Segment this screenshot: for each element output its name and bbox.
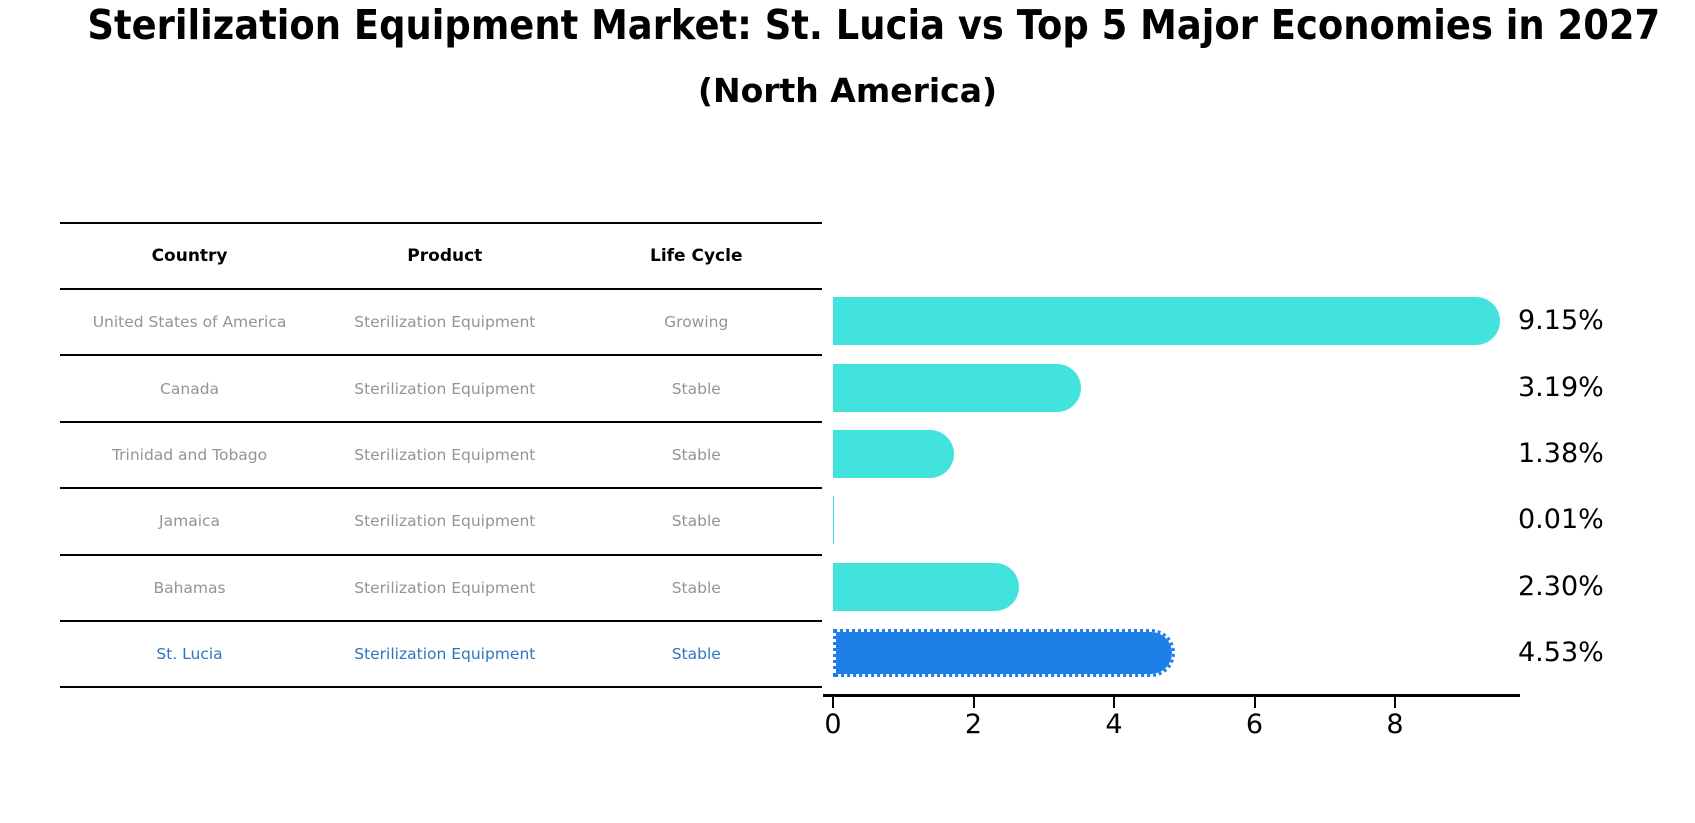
cell-country: Canada <box>160 379 220 398</box>
x-axis-tick-label-4: 4 <box>1105 709 1123 740</box>
cell-life_cycle: Stable <box>671 379 721 398</box>
cell-life_cycle: Stable <box>671 445 721 464</box>
x-axis-tick-label-2: 2 <box>964 709 983 740</box>
column-header-country: Country <box>151 246 228 266</box>
chart-subtitle-wrap: (North America) <box>0 70 1695 112</box>
bar-united-states-of-america <box>833 297 1500 346</box>
cell-product: Sterilization Equipment <box>354 578 536 597</box>
cell-product: Sterilization Equipment <box>354 379 536 398</box>
value-label-bahamas: 2.30% <box>1518 570 1604 602</box>
table-row-trinidad-and-tobago: Trinidad and Tobago Sterilization Equipme… <box>60 423 822 490</box>
cell-life_cycle: Growing <box>664 313 729 332</box>
cell-country: Jamaica <box>159 512 221 531</box>
cell-life_cycle: Stable <box>671 645 721 664</box>
country-table: Country Product Life Cycle United States of… <box>60 222 822 689</box>
x-axis-tick-4 <box>1113 697 1115 708</box>
x-axis-tick-2 <box>972 697 975 708</box>
cell-product: Sterilization Equipment <box>354 313 536 332</box>
table-row-bahamas: Bahamas Sterilization Equipment Stable <box>60 556 822 622</box>
bar-canada <box>833 363 1082 412</box>
x-axis-tick-label-0: 0 <box>824 709 842 740</box>
value-label-canada: 3.19% <box>1518 371 1604 403</box>
cell-country: Trinidad and Tobago <box>111 445 268 464</box>
bar-jamaica <box>833 496 834 545</box>
table-row-st-lucia: St. Lucia Sterilization Equipment Stable <box>60 622 822 689</box>
x-axis-tick-label-6: 6 <box>1245 709 1264 740</box>
bar-st-lucia <box>833 629 1176 678</box>
chart-title: Sterilization Equipment Market: St. Luci… <box>87 1 1661 49</box>
value-label-united-states-of-america: 9.15% <box>1518 305 1604 337</box>
value-label-st-lucia: 4.53% <box>1518 637 1604 669</box>
chart-title-wrap: Sterilization Equipment Market: St. Luci… <box>0 0 1695 50</box>
cell-country: United States of America <box>92 313 287 332</box>
value-label-jamaica: 0.01% <box>1518 504 1604 536</box>
cell-product: Sterilization Equipment <box>354 512 536 531</box>
cell-product: Sterilization Equipment <box>354 645 536 664</box>
cell-country: Bahamas <box>153 578 226 597</box>
x-axis-tick-6 <box>1253 697 1256 708</box>
cell-life_cycle: Stable <box>671 512 721 531</box>
bar-bahamas <box>833 562 1019 611</box>
x-axis-tick-8 <box>1394 697 1396 708</box>
cell-life_cycle: Stable <box>671 578 721 597</box>
table-row-jamaica: Jamaica Sterilization Equipment Stable <box>60 489 822 556</box>
bar-trinidad-and-tobago <box>833 430 954 478</box>
cell-product: Sterilization Equipment <box>354 445 536 464</box>
chart-subtitle: (North America) <box>697 71 998 110</box>
table-header-row: Country Product Life Cycle <box>60 224 822 290</box>
x-axis-tick-0 <box>832 697 834 708</box>
value-label-trinidad-and-tobago: 1.38% <box>1518 438 1604 469</box>
x-axis <box>823 694 1520 697</box>
table-row-united-states-of-america: United States of America Sterilization Eq… <box>60 290 822 357</box>
cell-country: St. Lucia <box>156 645 223 664</box>
table-row-canada: Canada Sterilization Equipment Stable <box>60 356 822 423</box>
column-header-product: Product <box>407 246 483 266</box>
x-axis-tick-label-8: 8 <box>1386 709 1404 740</box>
column-header-life-cycle: Life Cycle <box>650 246 743 266</box>
